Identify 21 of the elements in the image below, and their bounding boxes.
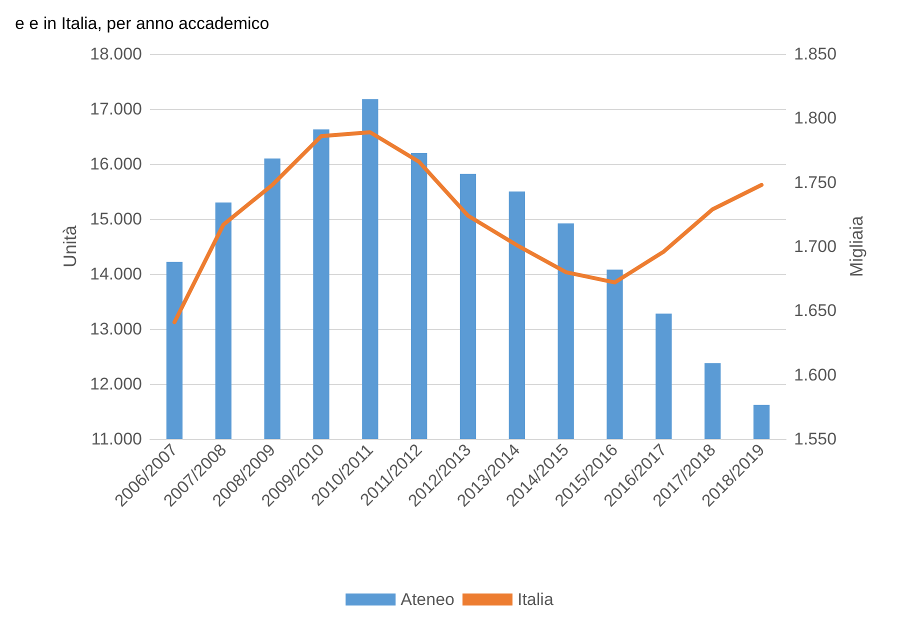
y2-tick-label: 1.550 [794,430,837,448]
y-tick-label: 16.000 [90,154,142,174]
y-tick-label: 17.000 [90,100,142,118]
legend-label: Ateneo [400,590,454,609]
y-axis-title: Unità [60,224,80,268]
line-series [172,130,764,324]
y-tick-label: 11.000 [91,430,142,448]
y2-axis-title: Migliaia [846,215,866,278]
y-tick-label: 18.000 [90,44,142,64]
y2-tick-label: 1.650 [794,301,837,320]
y-tick-label: 14.000 [90,264,142,284]
y-tick-label: 13.000 [90,320,142,338]
y2-tick-label: 1.750 [794,172,837,192]
y-tick-label: 12.000 [90,374,142,394]
legend-label: Italia [517,590,554,609]
y2-tick-label: 1.600 [794,365,837,384]
chart-title: e e in Italia, per anno accademico [15,14,270,33]
y2-tick-label: 1.700 [794,237,837,256]
y2-tick-label: 1.800 [794,108,837,128]
y2-tick-label: 1.850 [794,44,837,64]
y-tick-label: 15.000 [90,210,142,228]
